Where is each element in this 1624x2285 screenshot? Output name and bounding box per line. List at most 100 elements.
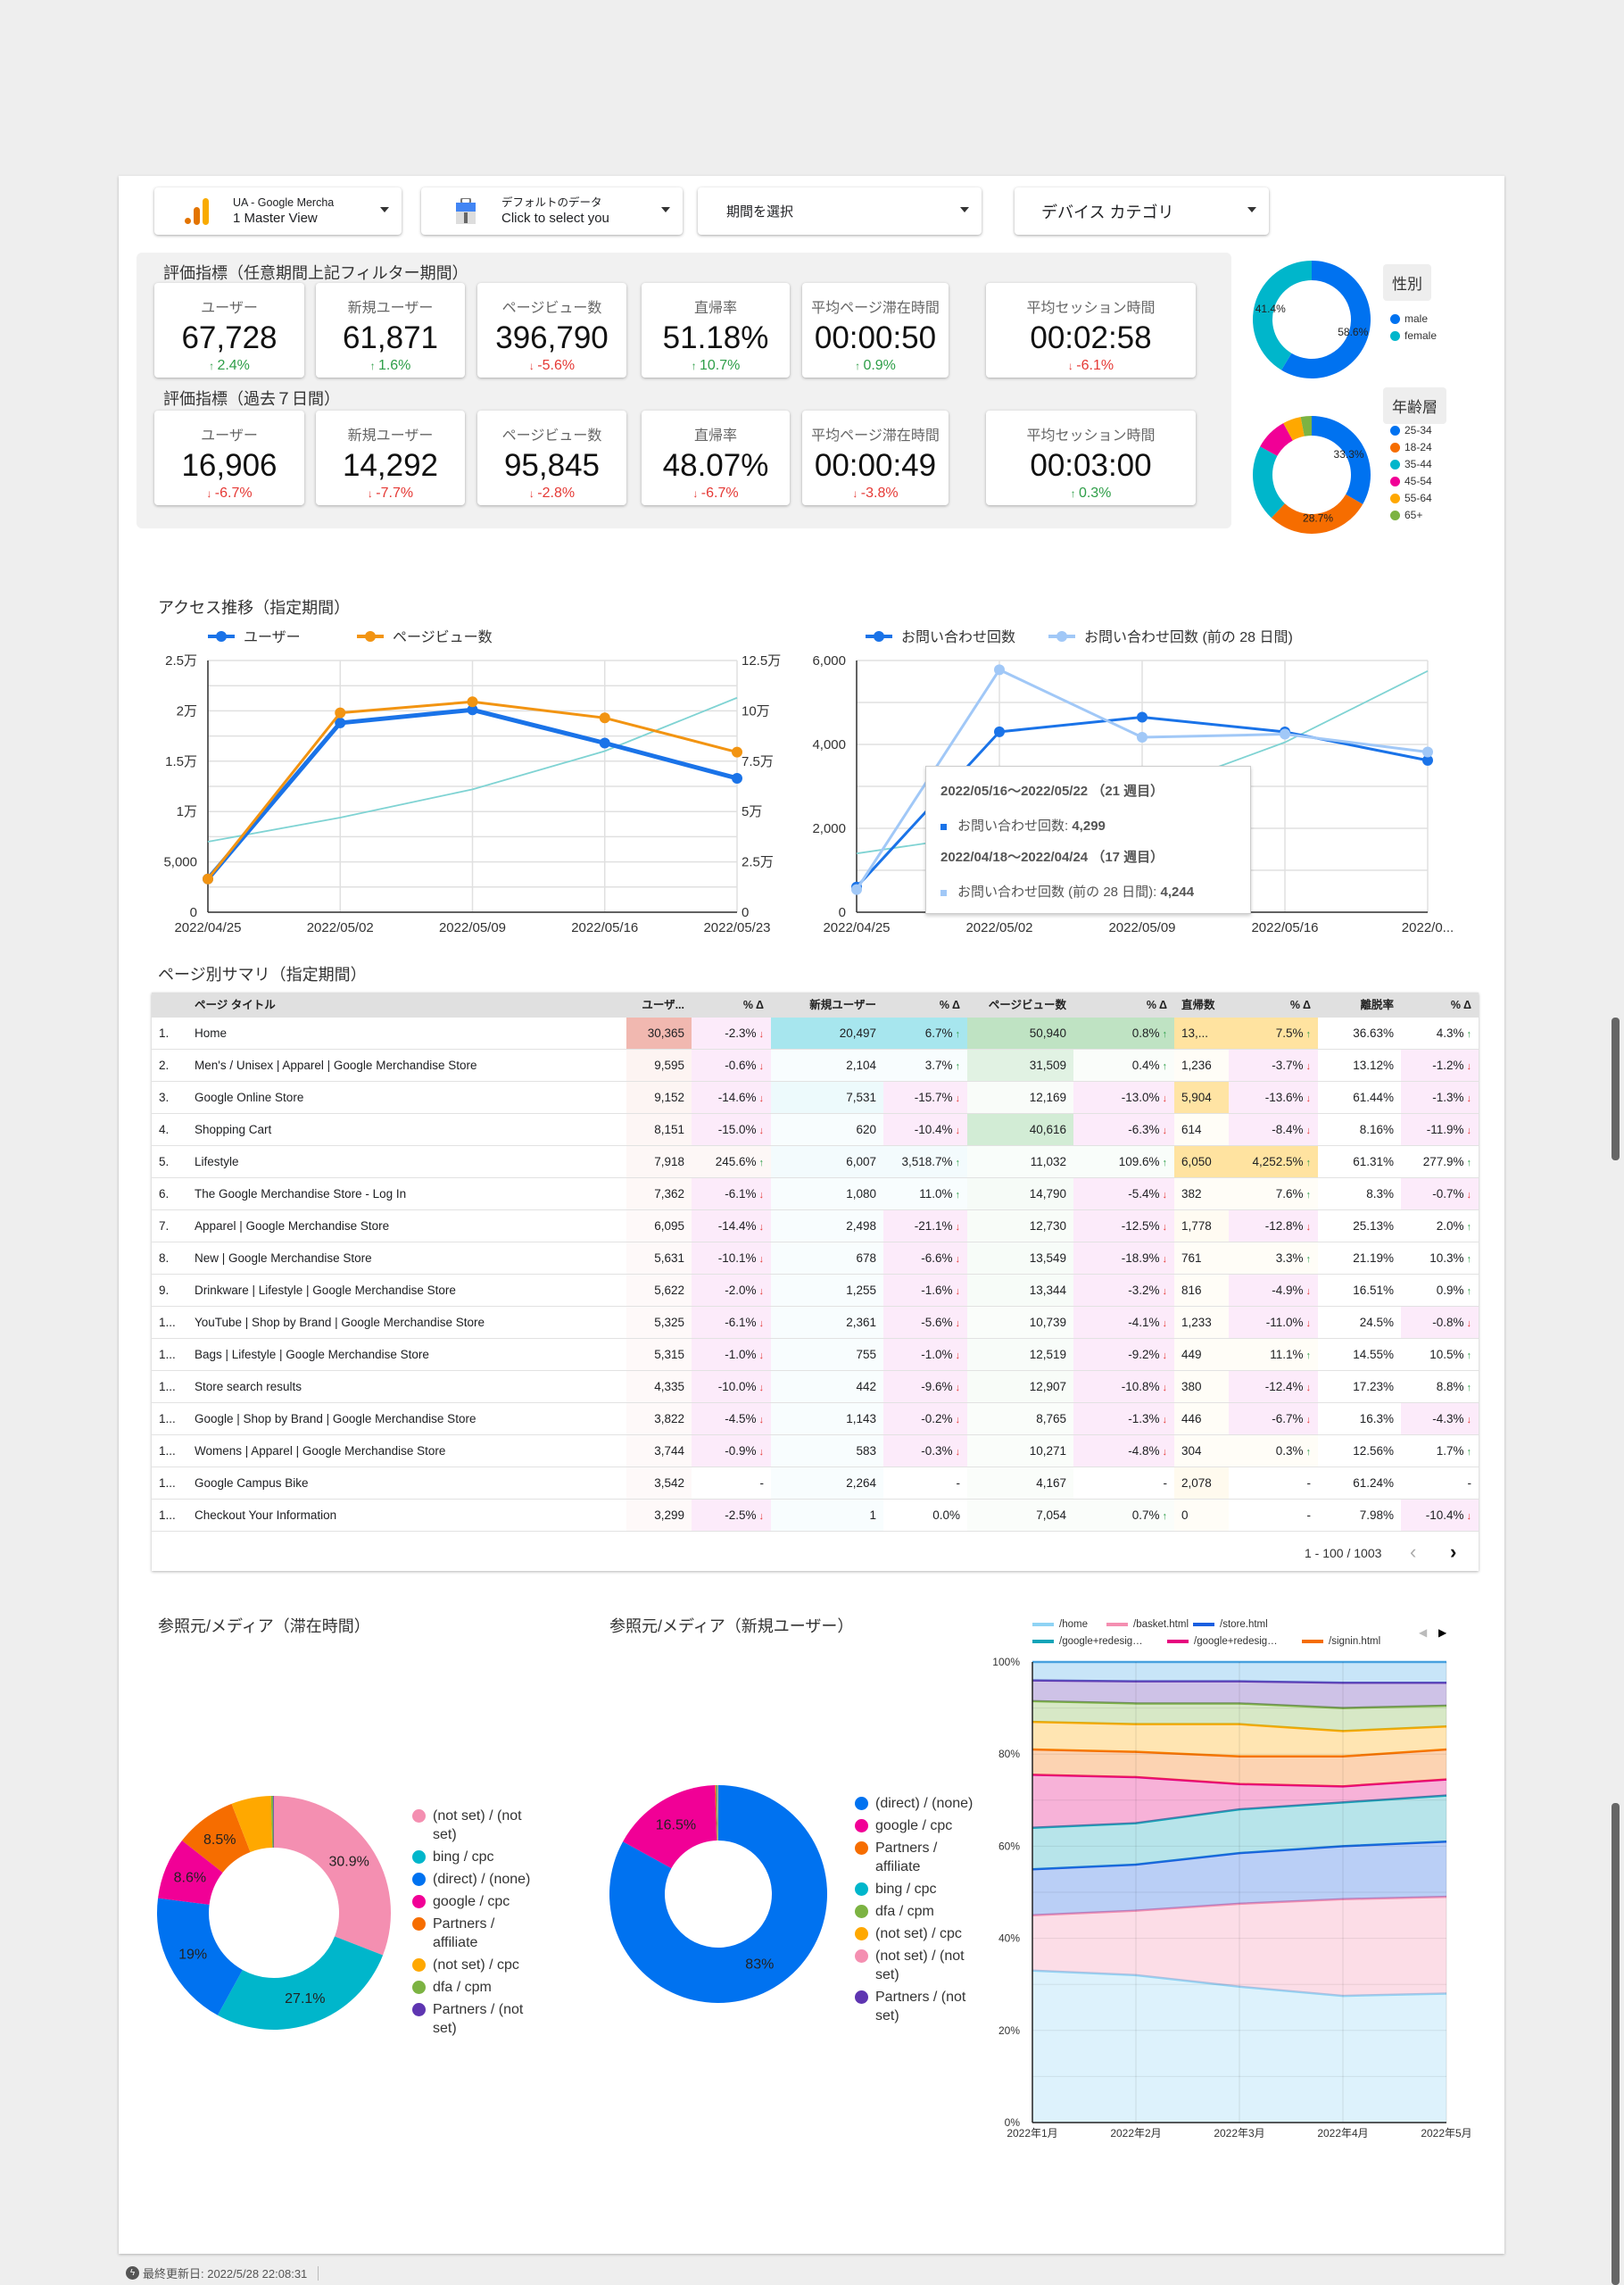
legend-item[interactable]: (direct) / (none): [855, 1794, 975, 1813]
table-row[interactable]: 1... Bags | Lifestyle | Google Merchandis…: [152, 1339, 1479, 1371]
donut-slice[interactable]: [1253, 446, 1285, 519]
column-header[interactable]: ページ タイトル: [187, 993, 626, 1018]
table-row[interactable]: 1... Womens | Apparel | Google Merchandis…: [152, 1435, 1479, 1467]
donut-slice[interactable]: [717, 1785, 718, 1841]
legend-item[interactable]: /signin.html: [1302, 1636, 1380, 1647]
legend-item[interactable]: dfa / cpm: [855, 1902, 975, 1921]
legend-item[interactable]: bing / cpc: [855, 1880, 975, 1899]
column-header[interactable]: 直帰数: [1174, 993, 1229, 1018]
column-header[interactable]: % Δ: [692, 993, 771, 1018]
donut-slice[interactable]: [623, 1785, 717, 1869]
area-band[interactable]: [1032, 1970, 1446, 2123]
device-category-filter[interactable]: デバイス カテゴリ: [1015, 187, 1269, 235]
donut-slice[interactable]: [1283, 417, 1305, 441]
donut-slice[interactable]: [609, 1785, 827, 2003]
legend-item[interactable]: /home: [1032, 1619, 1088, 1630]
prev-page-button[interactable]: ‹: [1410, 1541, 1417, 1563]
donut-slice[interactable]: [1253, 261, 1312, 370]
area-band[interactable]: [1032, 1897, 1446, 1997]
legend-item[interactable]: 65+: [1390, 507, 1422, 523]
donut-slice[interactable]: [716, 1785, 718, 1841]
legend-prev-page-icon[interactable]: ◀: [1419, 1626, 1428, 1639]
legend-item[interactable]: 55-64: [1390, 490, 1432, 506]
area-band[interactable]: [1032, 1841, 1446, 1915]
column-header[interactable]: % Δ: [1073, 993, 1174, 1018]
datasource-selector[interactable]: デフォルトのデータ Click to select you: [421, 187, 683, 235]
data-point[interactable]: [467, 704, 478, 716]
area-band[interactable]: [1032, 1722, 1446, 1757]
column-header[interactable]: 新規ユーザー: [771, 993, 883, 1018]
legend-item[interactable]: (direct) / (none): [412, 1870, 533, 1889]
legend-item[interactable]: bing / cpc: [412, 1848, 533, 1866]
data-point[interactable]: [1422, 746, 1433, 758]
table-row[interactable]: 4. Shopping Cart 8,151 -15.0% ↓ 620 -10.4% ↓ 40,…: [152, 1114, 1479, 1146]
table-row[interactable]: 1... Store search results 4,335 -10.0% ↓ 442-…: [152, 1371, 1479, 1403]
donut-slice[interactable]: [1312, 416, 1371, 504]
legend-item[interactable]: Partners / affiliate: [855, 1839, 975, 1876]
donut-slice[interactable]: [715, 1785, 717, 1841]
area-band[interactable]: [1032, 1662, 1446, 1683]
donut-slice[interactable]: [158, 1840, 223, 1905]
table-row[interactable]: 1... Google | Shop by Brand | Google Merc…: [152, 1403, 1479, 1435]
area-band[interactable]: [1032, 1680, 1446, 1708]
donut-slice[interactable]: [231, 1796, 273, 1852]
scrollbar-thumb[interactable]: [1612, 1018, 1620, 1160]
legend-item[interactable]: /basket.html: [1106, 1619, 1189, 1630]
data-point[interactable]: [203, 873, 213, 885]
data-point[interactable]: [599, 737, 610, 749]
area-band[interactable]: [1032, 1774, 1446, 1828]
donut-slice[interactable]: [1281, 261, 1371, 378]
data-point[interactable]: [335, 717, 346, 728]
data-point[interactable]: [599, 712, 610, 724]
legend-item[interactable]: /google+redesig…: [1032, 1636, 1143, 1647]
table-row[interactable]: 6. The Google Merchandise Store - Log In 7…: [152, 1178, 1479, 1210]
legend-item[interactable]: (not set) / cpc: [412, 1956, 533, 1974]
scrollbar-thumb[interactable]: [1612, 1803, 1620, 2285]
legend-item[interactable]: dfa / cpm: [412, 1978, 533, 1997]
column-header[interactable]: ユーザ...: [626, 993, 692, 1018]
legend-item[interactable]: google / cpc: [412, 1892, 533, 1911]
account-selector[interactable]: UA - Google Mercha 1 Master View: [154, 187, 402, 235]
donut-slice[interactable]: [1300, 416, 1312, 436]
table-row[interactable]: 1. Home 30,365 -2.3% ↓ 20,497 6.7% ↑ 50,940 0.8% ↑…: [152, 1018, 1479, 1050]
column-header[interactable]: [152, 993, 187, 1018]
column-header[interactable]: % Δ: [1401, 993, 1479, 1018]
table-row[interactable]: 2. Men's / Unisex | Apparel | Google Merc…: [152, 1050, 1479, 1082]
table-row[interactable]: 1... Checkout Your Information 3,299 -2.5% ↓…: [152, 1500, 1479, 1532]
legend-item[interactable]: /google+redesig…: [1167, 1636, 1278, 1647]
table-row[interactable]: 8. New | Google Merchandise Store 5,631 -10…: [152, 1242, 1479, 1275]
column-header[interactable]: % Δ: [883, 993, 967, 1018]
legend-item[interactable]: 45-54: [1390, 473, 1432, 489]
data-point[interactable]: [1422, 754, 1433, 766]
period-selector[interactable]: 期間を選択: [698, 187, 982, 235]
legend-item[interactable]: 18-24: [1390, 439, 1432, 455]
table-row[interactable]: 3. Google Online Store 9,152 -14.6% ↓ 7,531 -1…: [152, 1082, 1479, 1114]
table-row[interactable]: 7. Apparel | Google Merchandise Store 6,09…: [152, 1210, 1479, 1242]
donut-slice[interactable]: [273, 1796, 274, 1849]
legend-item[interactable]: Partners / affiliate: [412, 1915, 533, 1952]
legend-item[interactable]: (not set) / (not set): [412, 1807, 533, 1844]
legend-item[interactable]: Partners / (not set): [855, 1988, 975, 2025]
legend-item[interactable]: 35-44: [1390, 456, 1432, 472]
legend-next-page-icon[interactable]: ▶: [1438, 1626, 1447, 1639]
column-header[interactable]: % Δ: [1229, 993, 1318, 1018]
legend-item[interactable]: google / cpc: [855, 1816, 975, 1835]
data-point[interactable]: [851, 884, 862, 895]
data-point[interactable]: [335, 707, 346, 719]
legend-item[interactable]: 25-34: [1390, 422, 1432, 438]
data-point[interactable]: [1137, 732, 1148, 744]
legend-item[interactable]: Partners / (not set): [412, 2000, 533, 2038]
donut-slice[interactable]: [1260, 423, 1293, 456]
area-band[interactable]: [1032, 1795, 1446, 1870]
next-page-button[interactable]: ›: [1450, 1541, 1457, 1563]
table-row[interactable]: 1... YouTube | Shop by Brand | Google Mer…: [152, 1307, 1479, 1339]
donut-slice[interactable]: [217, 1936, 384, 2030]
legend-item[interactable]: /store.html: [1193, 1619, 1268, 1630]
data-point[interactable]: [1280, 728, 1290, 740]
donut-slice[interactable]: [157, 1898, 243, 2015]
column-header[interactable]: 離脱率: [1318, 993, 1401, 1018]
donut-slice[interactable]: [1271, 494, 1363, 534]
data-point[interactable]: [467, 696, 478, 708]
column-header[interactable]: ページビュー数: [967, 993, 1073, 1018]
legend-item[interactable]: female: [1390, 328, 1437, 344]
